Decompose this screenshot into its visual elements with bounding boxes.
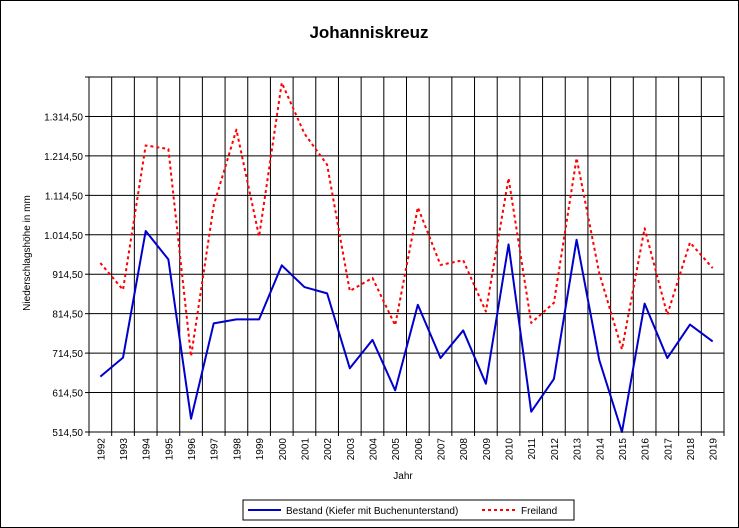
x-tick-label: 2018 — [686, 438, 697, 461]
y-tick-label: 1.314,50 — [44, 112, 83, 123]
x-tick-label: 2002 — [323, 438, 334, 461]
y-tick-label: 714,50 — [52, 349, 83, 360]
x-tick-label: 1997 — [210, 438, 221, 461]
x-tick-labels: 1992 1993 1994 1995 1996 1997 1998 1999 2000 2001… — [96, 438, 719, 461]
legend-box — [242, 499, 575, 521]
x-tick-label: 2006 — [414, 438, 425, 461]
x-tick-label: 2017 — [663, 438, 674, 461]
axes — [85, 76, 725, 436]
y-tick-labels: 514,50 614,50 714,50 814,50 914,50 1.014,50 1.… — [44, 112, 83, 439]
legend-label: Bestand (Kiefer mit Buchenunterstand) — [286, 506, 458, 517]
legend-label: Freiland — [521, 506, 557, 517]
series-2 — [99, 81, 714, 358]
x-tick-label: 1995 — [164, 438, 175, 461]
x-tick-label: 2010 — [505, 438, 516, 461]
x-tick-label: 2015 — [618, 438, 629, 461]
x-tick-label: 2003 — [346, 438, 357, 461]
x-tick-label: 1998 — [232, 438, 243, 461]
x-tick-label: 2007 — [437, 438, 448, 461]
x-axis-title: Jahr — [393, 471, 413, 482]
x-tick-label: 2004 — [368, 438, 379, 461]
grid — [88, 76, 725, 433]
y-tick-label: 1.014,50 — [44, 231, 83, 242]
series-line — [99, 230, 714, 433]
series-1 — [99, 230, 714, 433]
x-tick-label: 2013 — [573, 438, 584, 461]
y-axis-title: Niederschlagshöhe in mm — [22, 195, 33, 311]
x-tick-label: 2008 — [459, 438, 470, 461]
chart-title: Johanniskreuz — [309, 23, 428, 42]
y-tick-label: 1.214,50 — [44, 152, 83, 163]
x-tick-label: 2005 — [391, 438, 402, 461]
legend: Bestand (Kiefer mit Buchenunterstand) Fre… — [242, 499, 575, 521]
x-tick-label: 1992 — [96, 438, 107, 461]
series-layer — [99, 81, 714, 433]
x-tick-label: 2011 — [527, 438, 538, 460]
y-tick-label: 614,50 — [52, 389, 83, 400]
x-tick-label: 2009 — [482, 438, 493, 461]
y-tick-label: 514,50 — [52, 428, 83, 439]
x-tick-label: 2001 — [300, 438, 311, 461]
x-tick-label: 1994 — [142, 438, 153, 461]
x-tick-label: 2000 — [278, 438, 289, 461]
x-tick-label: 2019 — [709, 438, 720, 461]
plot-area-border — [88, 76, 725, 433]
x-tick-label: 2012 — [550, 438, 561, 461]
x-tick-label: 2014 — [595, 438, 606, 461]
x-tick-label: 1996 — [187, 438, 198, 461]
y-tick-label: 1.114,50 — [45, 191, 84, 202]
x-tick-label: 1999 — [255, 438, 266, 461]
x-tick-label: 1993 — [119, 438, 130, 461]
x-tick-label: 2016 — [641, 438, 652, 461]
y-tick-label: 814,50 — [52, 310, 83, 321]
y-tick-label: 914,50 — [52, 270, 83, 281]
